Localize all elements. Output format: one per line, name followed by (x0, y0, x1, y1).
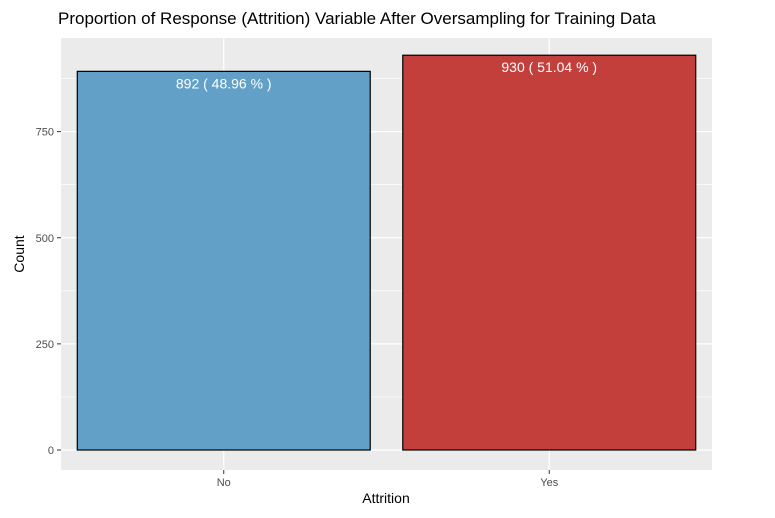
y-tick-label: 500 (36, 233, 54, 245)
y-tick-label: 750 (36, 127, 54, 139)
bar-label-yes: 930 ( 51.04 % ) (501, 59, 597, 75)
y-tick-label: 250 (36, 339, 54, 351)
x-axis: No Yes (217, 470, 559, 489)
bar-labels: 892 ( 48.96 % ) 930 ( 51.04 % ) (176, 59, 597, 91)
x-tick-label: Yes (540, 477, 558, 489)
bar-label-no: 892 ( 48.96 % ) (176, 75, 272, 91)
x-tick-label: No (217, 477, 231, 489)
y-axis-title: Count (11, 235, 27, 272)
chart-title: Proportion of Response (Attrition) Varia… (58, 9, 656, 28)
bar-no (76, 70, 371, 451)
bar-yes (402, 54, 697, 451)
y-tick-label: 0 (48, 445, 54, 457)
y-axis: 0 250 500 750 (36, 127, 61, 457)
bars (76, 54, 697, 451)
x-axis-title: Attrition (362, 490, 409, 506)
